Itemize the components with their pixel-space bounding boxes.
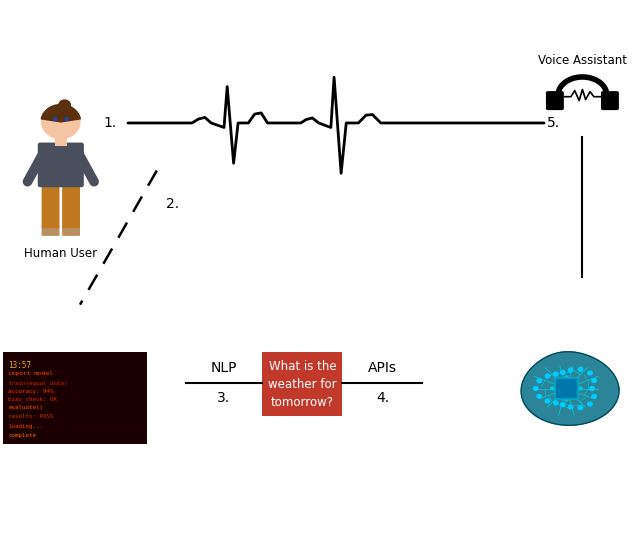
Circle shape — [54, 118, 57, 121]
Circle shape — [564, 376, 568, 379]
Text: 4.: 4. — [376, 391, 389, 405]
Text: train(equal_data): train(equal_data) — [8, 380, 68, 386]
Text: What is the
weather for
tomorrow?: What is the weather for tomorrow? — [268, 360, 337, 409]
FancyBboxPatch shape — [38, 143, 84, 187]
Circle shape — [561, 402, 565, 406]
Circle shape — [555, 395, 558, 398]
Circle shape — [537, 394, 541, 398]
Circle shape — [568, 405, 573, 409]
Circle shape — [59, 100, 70, 110]
Text: NLP: NLP — [211, 361, 237, 375]
Text: accuracy: 94%: accuracy: 94% — [8, 389, 54, 394]
Circle shape — [533, 387, 538, 390]
Circle shape — [537, 379, 541, 383]
Text: 3.: 3. — [218, 391, 230, 405]
Circle shape — [545, 399, 550, 403]
Circle shape — [554, 401, 558, 405]
Text: evaluate(): evaluate() — [8, 405, 44, 410]
Text: complete: complete — [8, 433, 36, 438]
Circle shape — [579, 387, 582, 390]
Circle shape — [590, 387, 595, 390]
FancyBboxPatch shape — [62, 184, 80, 228]
Circle shape — [550, 387, 554, 390]
Text: loading...: loading... — [8, 424, 44, 429]
FancyBboxPatch shape — [601, 91, 619, 110]
FancyBboxPatch shape — [42, 226, 60, 236]
Text: results: PASS: results: PASS — [8, 414, 54, 419]
Polygon shape — [521, 352, 619, 425]
Circle shape — [65, 118, 68, 121]
Text: APIs: APIs — [368, 361, 397, 375]
Circle shape — [592, 378, 596, 382]
Circle shape — [555, 379, 558, 382]
Circle shape — [561, 371, 565, 375]
Circle shape — [592, 395, 596, 399]
Circle shape — [579, 367, 583, 371]
Circle shape — [545, 374, 550, 378]
Circle shape — [554, 372, 558, 376]
Circle shape — [564, 398, 568, 401]
Circle shape — [568, 368, 573, 372]
Text: 1.: 1. — [103, 116, 116, 130]
Text: Voice Assistant: Voice Assistant — [538, 54, 627, 67]
Text: import model: import model — [8, 371, 53, 376]
Text: bias_check: OK: bias_check: OK — [8, 397, 58, 402]
FancyBboxPatch shape — [55, 136, 67, 146]
FancyBboxPatch shape — [42, 184, 60, 228]
Text: 13:57: 13:57 — [8, 361, 31, 369]
FancyBboxPatch shape — [555, 378, 578, 399]
FancyBboxPatch shape — [3, 352, 147, 444]
FancyBboxPatch shape — [62, 226, 80, 236]
Text: Human User: Human User — [24, 247, 97, 260]
Text: 2.: 2. — [166, 197, 180, 211]
FancyBboxPatch shape — [546, 91, 564, 110]
Circle shape — [588, 402, 592, 406]
FancyBboxPatch shape — [262, 352, 342, 416]
Text: 5.: 5. — [547, 116, 561, 130]
Circle shape — [588, 371, 592, 375]
Circle shape — [42, 105, 80, 139]
Wedge shape — [41, 105, 81, 122]
Circle shape — [575, 395, 578, 398]
Circle shape — [575, 379, 578, 382]
Circle shape — [579, 406, 583, 410]
